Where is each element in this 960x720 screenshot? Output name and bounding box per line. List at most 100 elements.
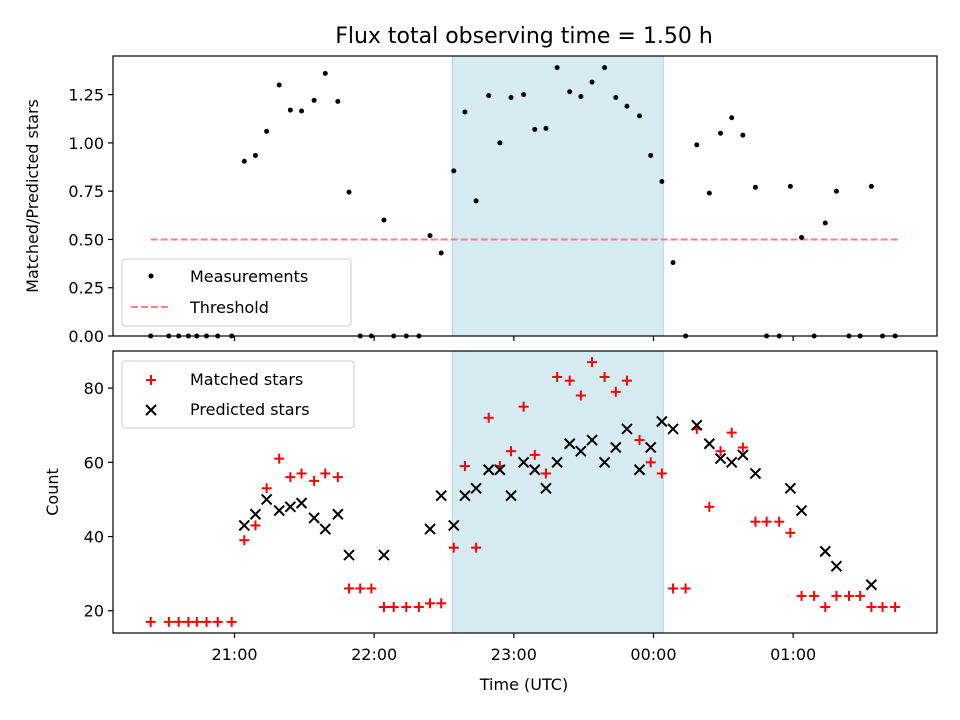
y-tick-label: 1.25 [68,86,104,105]
x-tick-label: 23:00 [491,645,537,664]
matched-star-point [183,616,194,627]
predicted-star-point [505,490,517,502]
predicted-star-point [714,452,727,465]
bottom-legend: Matched stars Predicted stars [121,360,355,429]
matched-star-point [459,461,470,472]
x-axis-label: Time (UTC) [479,675,568,694]
measurement-point [508,95,514,101]
predicted-star-point [725,456,738,469]
matched-star-point [355,583,366,594]
top-y-axis-label: Matched/Predicted stars [23,99,42,293]
measurement-point [613,95,619,101]
matched-star-point [668,583,679,594]
matched-star-point [201,616,212,627]
predicted-star-point [749,467,762,480]
matched-star-point [250,520,261,531]
predicted-star-point [575,445,587,457]
bottom-panel: Count Time (UTC) 20 40 60 80 21:00 22:00 23:0… [43,350,938,694]
matched-legend-label: Matched stars [190,370,303,389]
predicted-star-point [249,508,262,520]
matched-star-point [831,590,842,601]
top-y-ticks: 0.00 0.25 0.50 0.75 1.00 1.25 [68,86,113,346]
measurement-point [335,98,341,104]
measurement-point [740,132,746,138]
x-tick-label: 22:00 [351,645,397,664]
y-tick-label: 1.00 [68,134,104,153]
bottom-y-ticks: 20 40 60 80 [84,379,113,621]
matched-star-point [704,501,715,512]
measurement-point [438,250,444,256]
matched-star-point [366,583,377,594]
measurement-point [729,115,735,121]
matched-star-point [378,602,389,613]
predicted-star-point [540,482,552,494]
predicted-star-point [482,464,495,476]
threshold-legend-label: Threshold [189,298,269,317]
y-tick-label: 0.00 [68,327,104,346]
matched-star-point [610,386,621,397]
measurement-point [637,113,643,119]
count-points [145,357,901,627]
matched-star-point [540,468,551,479]
measurement-point [451,168,457,174]
measurement-point [567,89,573,95]
matched-star-point [274,453,285,464]
measurement-point [589,79,595,85]
matched-star-point [796,590,807,601]
matched-star-point [518,401,529,412]
top-legend: Measurements Threshold [121,258,352,327]
matched-legend-marker [146,375,156,385]
predicted-star-point [435,490,447,502]
matched-star-point [599,371,610,382]
matched-star-point [750,516,761,527]
matched-star-point [425,598,436,609]
measurement-point [264,128,270,134]
predicted-star-point [284,501,297,513]
predicted-star-point [667,423,679,435]
y-tick-label: 80 [84,379,104,398]
predicted-star-point [517,456,530,469]
bottom-legend-box [121,360,355,429]
matched-star-point [529,449,540,460]
matched-star-point [774,516,785,527]
predicted-star-point [424,523,436,535]
matched-star-point [645,457,656,468]
predicted-star-point [448,519,460,532]
matched-star-point [506,446,517,457]
matched-star-point [890,602,901,613]
predicted-star-point [551,456,563,469]
measurement-point [381,217,387,223]
measurement-point [624,103,630,109]
matched-star-point [726,427,737,438]
matched-star-point [621,375,632,386]
chart-title: Flux total observing time = 1.50 h [335,24,713,49]
observing-window-span [451,55,664,337]
matched-star-point [587,357,598,368]
measurement-point [299,108,305,114]
measurement-point [497,140,503,146]
predicted-legend-label: Predicted stars [190,400,310,419]
measurement-point [868,183,874,189]
matched-star-point [820,602,831,613]
matched-star-point [785,527,796,538]
predicted-star-point [644,441,657,454]
matched-star-point [261,483,272,494]
measurement-point [822,220,828,226]
predicted-star-point [343,549,355,561]
measurement-point [486,93,492,99]
matched-star-point [309,475,320,486]
matched-star-point [575,390,586,401]
predicted-star-point [691,419,703,431]
matched-star-point [483,412,494,423]
measurements-legend-marker [148,273,154,279]
matched-star-point [855,590,866,601]
bottom-axes-frame [112,350,938,634]
bottom-y-axis-label: Count [43,468,62,516]
predicted-star-point [332,508,344,520]
predicted-star-point [795,504,808,517]
matched-star-point [552,371,563,382]
y-tick-label: 40 [84,528,104,547]
measurements-legend-label: Measurements [190,267,308,286]
predicted-star-point [260,493,273,506]
matched-star-point [212,616,223,627]
